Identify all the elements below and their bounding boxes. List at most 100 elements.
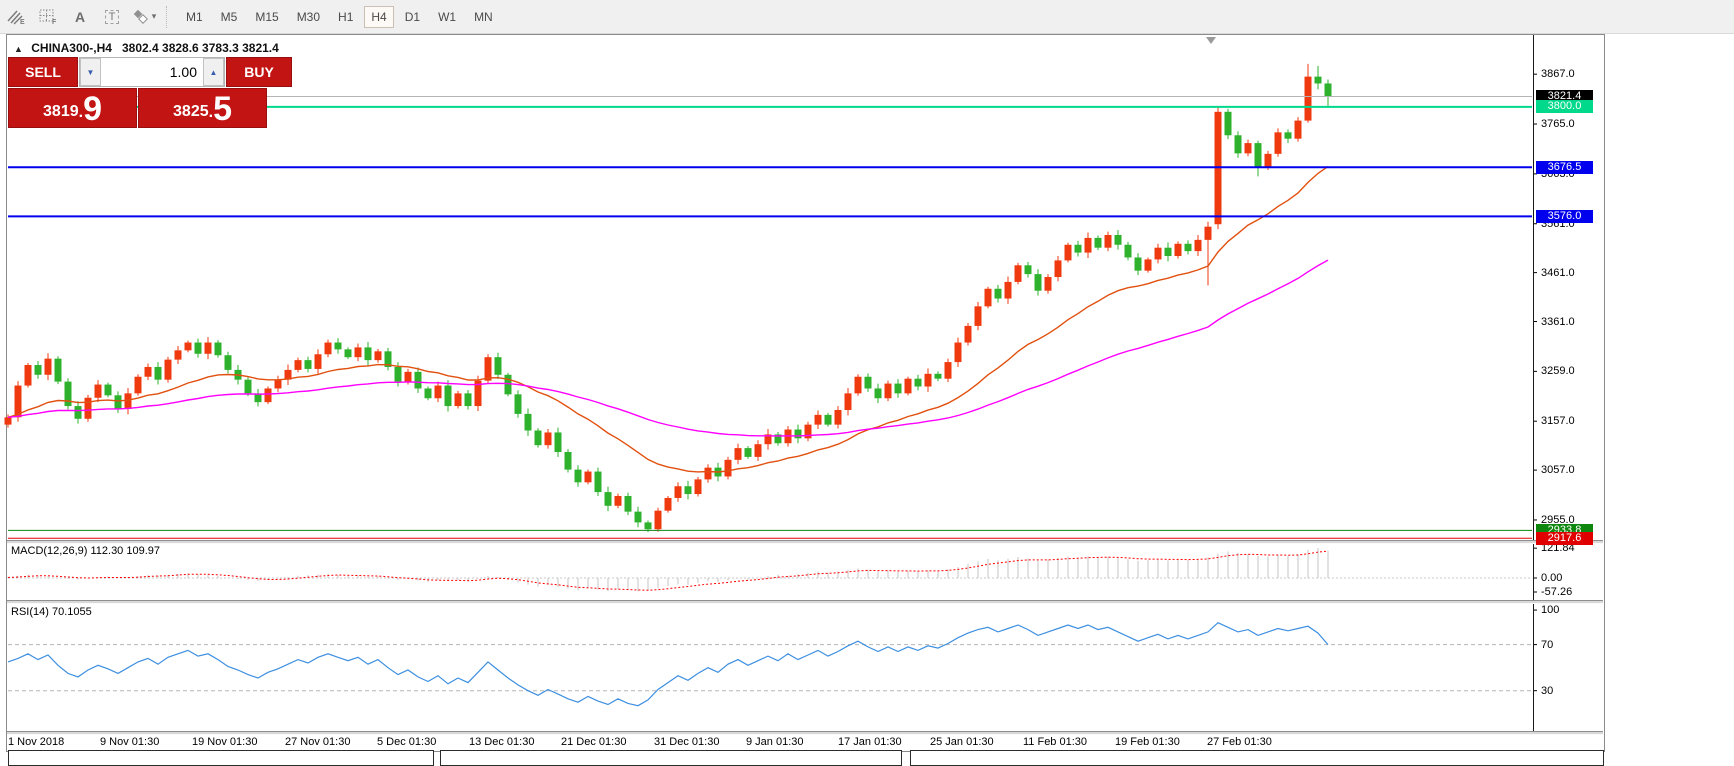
sell-price[interactable]: 3819. 9 — [8, 88, 137, 128]
time-tick-label: 9 Jan 01:30 — [746, 736, 804, 748]
price-axis-border — [1533, 35, 1534, 733]
candle-body — [544, 432, 552, 446]
timeframe-MN[interactable]: MN — [474, 9, 493, 24]
background-window-edge — [440, 750, 902, 766]
text-tool-icon[interactable]: T — [99, 5, 125, 29]
candle-body — [464, 393, 472, 407]
price-tick-label: 3157.0 — [1541, 415, 1575, 428]
candle-body — [1134, 257, 1142, 271]
buy-price[interactable]: 3825. 5 — [138, 88, 267, 128]
candle-body — [1094, 237, 1102, 248]
candle-body — [574, 469, 582, 483]
panel-separator-rsi[interactable] — [7, 600, 1603, 604]
candle-body — [1024, 265, 1032, 275]
candle-body — [724, 459, 732, 477]
candle-body — [114, 395, 122, 410]
time-tick-label: 21 Dec 01:30 — [561, 736, 627, 748]
time-tick-label: 27 Feb 01:30 — [1207, 736, 1272, 748]
candle-body — [224, 355, 232, 370]
timeframe-M30[interactable]: M30 — [296, 9, 321, 24]
indicators-icon[interactable]: E — [3, 5, 29, 29]
candle-body — [204, 342, 212, 354]
candle-body — [154, 366, 162, 380]
chart-shift-marker-icon[interactable] — [1206, 37, 1216, 44]
candle-body — [314, 354, 322, 369]
candle-body — [1274, 132, 1282, 154]
candle-body — [614, 496, 622, 506]
candle-body — [654, 510, 662, 530]
candle-body — [1114, 234, 1122, 245]
timeframe-M1[interactable]: M1 — [186, 9, 203, 24]
grid-icon[interactable]: F — [35, 5, 61, 29]
candle-body — [624, 496, 632, 512]
candle-body — [1304, 76, 1312, 121]
candle-body — [844, 393, 852, 410]
volume-decrement-button[interactable]: ▼ — [80, 58, 101, 86]
svg-text:E: E — [20, 19, 25, 25]
candle-body — [34, 365, 42, 375]
collapse-trade-panel-icon[interactable]: ▲ — [14, 44, 23, 54]
candle-body — [244, 379, 252, 394]
volume-input[interactable] — [101, 58, 203, 86]
candle-body — [694, 479, 702, 495]
candle-body — [404, 371, 412, 382]
price-tick-label: 2955.0 — [1541, 513, 1575, 526]
timeframe-H4[interactable]: H4 — [364, 5, 394, 28]
macd-tick-label: -57.26 — [1541, 585, 1573, 598]
candle-body — [44, 358, 52, 375]
candle-body — [514, 394, 522, 414]
candle-body — [1064, 244, 1072, 261]
candle-body — [1004, 281, 1012, 299]
time-tick-label: 31 Dec 01:30 — [654, 736, 720, 748]
sell-button[interactable]: SELL — [8, 57, 78, 87]
candle-body — [1284, 132, 1292, 139]
candle-body — [1254, 143, 1262, 167]
candle-body — [1264, 153, 1272, 167]
candle-body — [194, 342, 202, 354]
font-icon[interactable]: A — [74, 8, 86, 25]
candle-body — [744, 448, 752, 457]
symbol-label: CHINA300-,H4 — [31, 41, 112, 55]
candle-body — [934, 373, 942, 379]
timeframe-M15[interactable]: M15 — [255, 9, 279, 24]
candle-body — [534, 430, 542, 446]
volume-increment-button[interactable]: ▲ — [203, 58, 224, 86]
panel-separator-macd[interactable] — [7, 540, 1603, 544]
timeframe-D1[interactable]: D1 — [404, 9, 421, 24]
candle-body — [124, 393, 132, 410]
timeframe-M5[interactable]: M5 — [220, 9, 238, 24]
candle-body — [794, 429, 802, 439]
candle-body — [924, 373, 932, 387]
price-tick-label: 3361.0 — [1541, 315, 1575, 328]
candle-body — [1204, 226, 1212, 240]
time-tick-label: 11 Feb 01:30 — [1023, 736, 1088, 748]
candle-body — [554, 432, 562, 453]
candle-body — [374, 351, 382, 361]
time-tick-label: 9 Nov 01:30 — [100, 736, 160, 748]
candle-body — [494, 357, 502, 375]
objects-arrange-icon[interactable]: ▾ — [131, 5, 157, 29]
candle-body — [364, 347, 372, 361]
timeframe-H1[interactable]: H1 — [338, 9, 354, 24]
chevron-down-icon[interactable]: ▾ — [151, 11, 157, 21]
candle-body — [1154, 247, 1162, 260]
price-tick-label: 3765.0 — [1541, 118, 1575, 131]
toolbar: E F A T ▾ M1 M5 M15 M30 H1 H4 D1 W1 MN — [0, 0, 1734, 34]
price-badge: 3821.4 — [1536, 89, 1593, 103]
candle-body — [1034, 274, 1042, 291]
candle-body — [1324, 83, 1332, 97]
buy-button[interactable]: BUY — [226, 57, 292, 87]
candle-body — [704, 467, 712, 480]
candle-body — [504, 374, 512, 395]
time-tick-label: 19 Nov 01:30 — [192, 736, 258, 748]
timeframe-W1[interactable]: W1 — [438, 9, 457, 24]
candle-body — [434, 385, 442, 399]
candle-body — [644, 522, 652, 530]
macd-signal-line — [7, 550, 1329, 591]
candle-body — [414, 371, 422, 389]
candle-body — [424, 388, 432, 399]
rsi-label: RSI(14) 70.1055 — [11, 606, 92, 618]
time-tick-label: 19 Feb 01:30 — [1115, 736, 1180, 748]
ohlc-values: 3802.4 3828.6 3783.3 3821.4 — [121, 41, 279, 55]
